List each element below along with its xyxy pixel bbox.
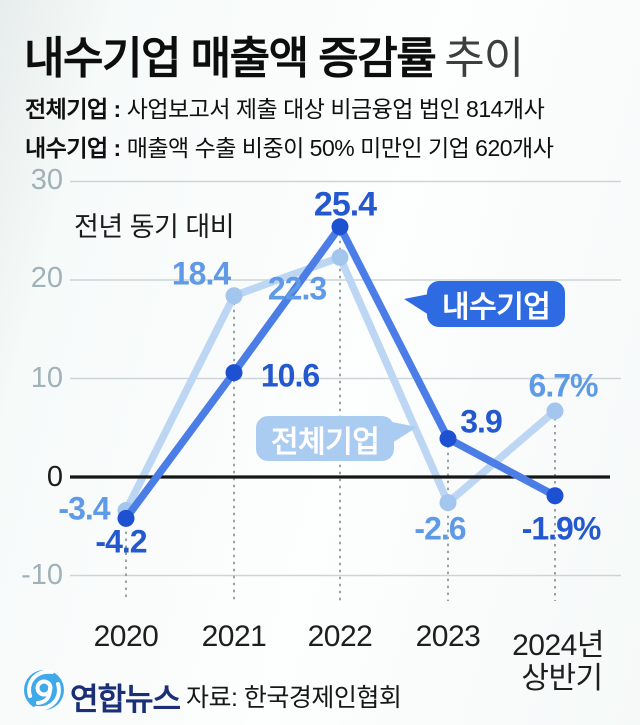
- marker-all-4: [546, 402, 564, 420]
- data-label-all-2024: 6.7%: [528, 367, 599, 404]
- data-label-domestic-2021: 10.6: [260, 357, 320, 394]
- xtick-2024-line1: 2024년: [512, 629, 604, 662]
- page-title-suffix: 추이: [444, 34, 524, 83]
- data-label-domestic-2024: -1.9%: [521, 510, 602, 547]
- definition-all-desc: 사업보고서 제출 대상 비금융업 법인 814개사: [126, 96, 545, 122]
- marker-domestic-2: [331, 218, 349, 236]
- page-title: 내수기업 매출액 증감률 추이: [24, 22, 524, 86]
- legend-bubble-all-tail-icon: [392, 422, 418, 443]
- definition-domestic-desc: 매출액 수출 비중이 50% 미만인 기업 620개사: [126, 135, 554, 161]
- ytick-30: 30: [30, 164, 63, 196]
- data-label-all-2020: -3.4: [58, 490, 110, 527]
- xtick-2021: 2021: [201, 620, 267, 653]
- ytick-neg10: -10: [21, 559, 63, 591]
- definition-domestic-companies: 내수기업 : 매출액 수출 비중이 50% 미만인 기업 620개사: [25, 129, 554, 163]
- data-label-all-2023: -2.6: [414, 510, 466, 547]
- source-credit: 자료: 한국경제인협회: [186, 684, 402, 712]
- xtick-2022: 2022: [307, 620, 373, 653]
- definition-domestic-term: 내수기업 :: [25, 135, 121, 161]
- marker-domestic-0: [117, 509, 135, 527]
- page-title-main: 내수기업 매출액 증감률: [24, 34, 437, 83]
- definition-all-companies: 전체기업 : 사업보고서 제출 대상 비금융업 법인 814개사: [25, 90, 545, 124]
- legend-bubble-domestic: 내수기업: [404, 281, 566, 327]
- yonhap-logo-icon: [24, 669, 64, 711]
- marker-all-1: [225, 287, 243, 305]
- ytick-10: 10: [30, 362, 63, 394]
- data-label-domestic-2023: 3.9: [460, 403, 502, 440]
- ytick-20: 20: [30, 262, 63, 294]
- legend-all-label: 전체기업: [271, 425, 380, 459]
- data-label-all-2022: 22.3: [267, 270, 327, 307]
- data-label-all-2021: 18.4: [171, 255, 231, 292]
- legend-bubble-all: 전체기업: [256, 416, 418, 461]
- yonhap-logo-wordmark: 연합뉴스: [70, 682, 181, 717]
- marker-all-3: [439, 494, 457, 512]
- xtick-2020: 2020: [93, 620, 159, 653]
- data-label-domestic-2022: 25.4: [313, 185, 377, 224]
- marker-domestic-3: [439, 430, 457, 448]
- marker-domestic-1: [225, 364, 243, 382]
- xtick-2023: 2023: [415, 620, 481, 653]
- legend-domestic-label: 내수기업: [442, 291, 551, 324]
- ytick-0: 0: [46, 461, 63, 493]
- data-label-domestic-2020: -4.2: [95, 523, 147, 560]
- xtick-2024-line2: 상반기: [521, 662, 603, 695]
- chart-note: 전년 동기 대비: [74, 212, 235, 242]
- marker-domestic-4: [546, 487, 564, 505]
- legend-bubble-domestic-tail-icon: [404, 294, 429, 315]
- definition-all-term: 전체기업 :: [25, 96, 121, 122]
- marker-all-2: [331, 248, 349, 266]
